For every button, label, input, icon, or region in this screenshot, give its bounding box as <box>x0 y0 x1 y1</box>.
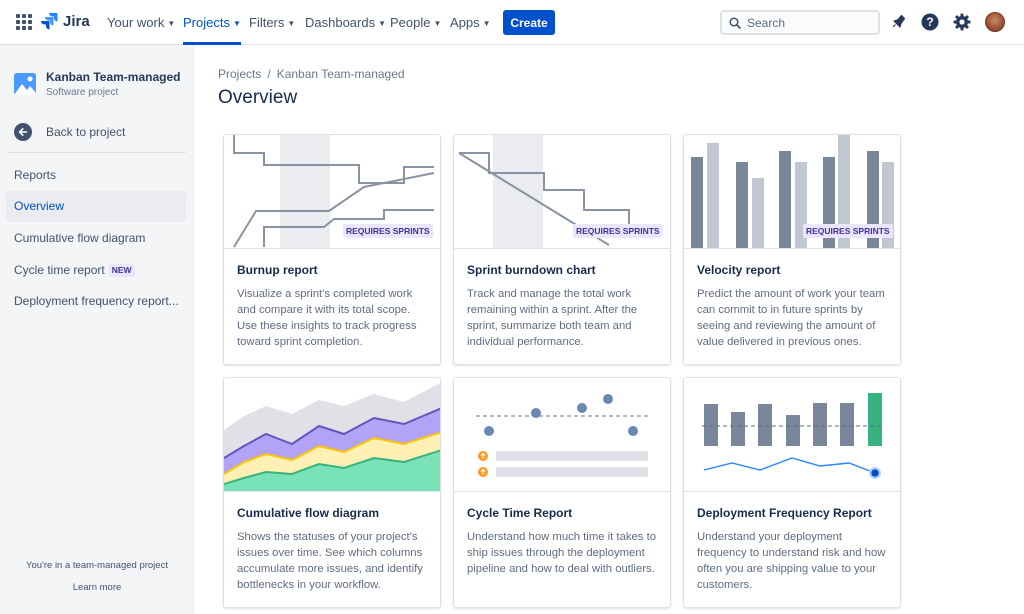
report-card-burnup[interactable]: REQUIRES SPRINTS Burnup report Visualize… <box>223 134 441 365</box>
page-title: Overview <box>218 87 298 108</box>
card-description: Track and manage the total work remainin… <box>467 288 638 348</box>
app-switcher-icon[interactable] <box>16 14 32 30</box>
card-title: Sprint burndown chart <box>467 263 596 277</box>
reports-heading: Reports <box>14 168 57 182</box>
cumulative-flow-illustration <box>224 378 440 492</box>
help-icon[interactable]: ? <box>920 12 940 32</box>
nav-people[interactable]: People ▼ <box>390 0 441 45</box>
requires-sprints-badge: REQUIRES SPRINTS <box>803 224 893 238</box>
nav-apps[interactable]: Apps ▼ <box>450 0 491 45</box>
sidebar-divider <box>8 152 186 153</box>
chevron-down-icon: ▼ <box>167 19 176 28</box>
nav-label: People <box>390 15 431 30</box>
nav-your-work[interactable]: Your work ▼ <box>107 0 175 45</box>
arrow-left-icon <box>14 123 32 141</box>
sidebar-item-label: Cycle time report <box>14 263 105 277</box>
card-description: Understand how much time it takes to shi… <box>467 531 656 575</box>
card-title: Burnup report <box>237 263 318 277</box>
card-title: Velocity report <box>697 263 781 277</box>
jira-logo-icon <box>41 13 58 30</box>
breadcrumb-project[interactable]: Kanban Team-managed <box>276 67 405 81</box>
chevron-down-icon: ▼ <box>378 19 387 28</box>
search-input[interactable] <box>747 15 867 30</box>
card-description: Understand your deployment frequency to … <box>697 531 886 591</box>
burnup-illustration: REQUIRES SPRINTS <box>224 135 440 249</box>
card-description: Predict the amount of work your team can… <box>697 288 885 348</box>
chevron-down-icon: ▼ <box>287 19 296 28</box>
project-type: Software project <box>46 87 119 98</box>
search-icon <box>729 16 741 29</box>
top-navigation: Jira Your work ▼ Projects ▼ Filters ▼ Dashb… <box>0 0 1024 45</box>
nav-label: Apps <box>450 15 480 30</box>
report-card-velocity[interactable]: REQUIRES SPRINTS Velocity report Predict… <box>683 134 901 365</box>
chevron-down-icon: ▼ <box>482 19 491 28</box>
jira-logo[interactable]: Jira <box>40 12 90 30</box>
search-box[interactable] <box>720 10 880 35</box>
learn-more-link[interactable]: Learn more <box>72 582 122 593</box>
nav-label: Projects <box>183 15 230 30</box>
nav-label: Filters <box>249 15 285 30</box>
card-description: Shows the statuses of your project's iss… <box>237 531 423 591</box>
sidebar-item-overview[interactable]: Overview <box>6 191 186 222</box>
breadcrumb: Projects / Kanban Team-managed <box>218 67 405 81</box>
velocity-illustration: REQUIRES SPRINTS <box>684 135 900 249</box>
cycle-time-illustration <box>454 378 670 492</box>
project-name: Kanban Team-managed <box>46 70 181 84</box>
report-card-sprint-burndown[interactable]: REQUIRES SPRINTS Sprint burndown chart T… <box>453 134 671 365</box>
settings-icon[interactable] <box>952 12 972 32</box>
sidebar-item-deployment-frequency[interactable]: Deployment frequency report... <box>6 286 186 317</box>
deployment-frequency-illustration <box>684 378 900 492</box>
team-managed-note: You're in a team-managed project <box>26 560 168 571</box>
burndown-illustration: REQUIRES SPRINTS <box>454 135 670 249</box>
sidebar-item-label: Overview <box>14 199 65 213</box>
project-avatar-icon <box>14 73 36 95</box>
card-title: Deployment Frequency Report <box>697 506 872 520</box>
nav-projects[interactable]: Projects ▼ <box>183 0 241 45</box>
jira-logo-text: Jira <box>63 12 90 30</box>
breadcrumb-separator: / <box>267 67 271 81</box>
sidebar-item-label: Cumulative flow diagram <box>14 231 146 245</box>
nav-label: Your work <box>107 15 165 30</box>
sidebar-item-cycle-time[interactable]: Cycle time report NEW <box>6 255 186 286</box>
create-button[interactable]: Create <box>503 10 555 35</box>
svg-text:?: ? <box>926 15 933 29</box>
sidebar: Kanban Team-managed Software project Bac… <box>0 45 194 614</box>
nav-dashboards[interactable]: Dashboards ▼ <box>305 0 386 45</box>
card-title: Cumulative flow diagram <box>237 506 380 520</box>
sidebar-item-cumulative-flow[interactable]: Cumulative flow diagram <box>6 223 186 254</box>
sidebar-item-label: Deployment frequency report... <box>14 294 179 308</box>
project-header[interactable]: Kanban Team-managed Software project <box>14 70 180 98</box>
requires-sprints-badge: REQUIRES SPRINTS <box>573 224 663 238</box>
nav-filters[interactable]: Filters ▼ <box>249 0 295 45</box>
back-to-project-link[interactable]: Back to project <box>14 123 125 141</box>
requires-sprints-badge: REQUIRES SPRINTS <box>343 224 433 238</box>
chevron-down-icon: ▼ <box>232 19 241 28</box>
notifications-icon[interactable] <box>888 12 908 32</box>
user-avatar[interactable] <box>985 12 1005 32</box>
card-title: Cycle Time Report <box>467 506 573 520</box>
chevron-down-icon: ▼ <box>433 19 442 28</box>
report-card-deployment-frequency[interactable]: Deployment Frequency Report Understand y… <box>683 377 901 608</box>
breadcrumb-projects[interactable]: Projects <box>218 67 262 81</box>
nav-label: Dashboards <box>305 15 376 30</box>
card-description: Visualize a sprint's completed work and … <box>237 288 417 348</box>
new-badge: NEW <box>108 264 135 277</box>
back-to-project-label: Back to project <box>46 125 126 139</box>
report-card-cycle-time[interactable]: Cycle Time Report Understand how much ti… <box>453 377 671 608</box>
report-card-cumulative-flow[interactable]: Cumulative flow diagram Shows the status… <box>223 377 441 608</box>
